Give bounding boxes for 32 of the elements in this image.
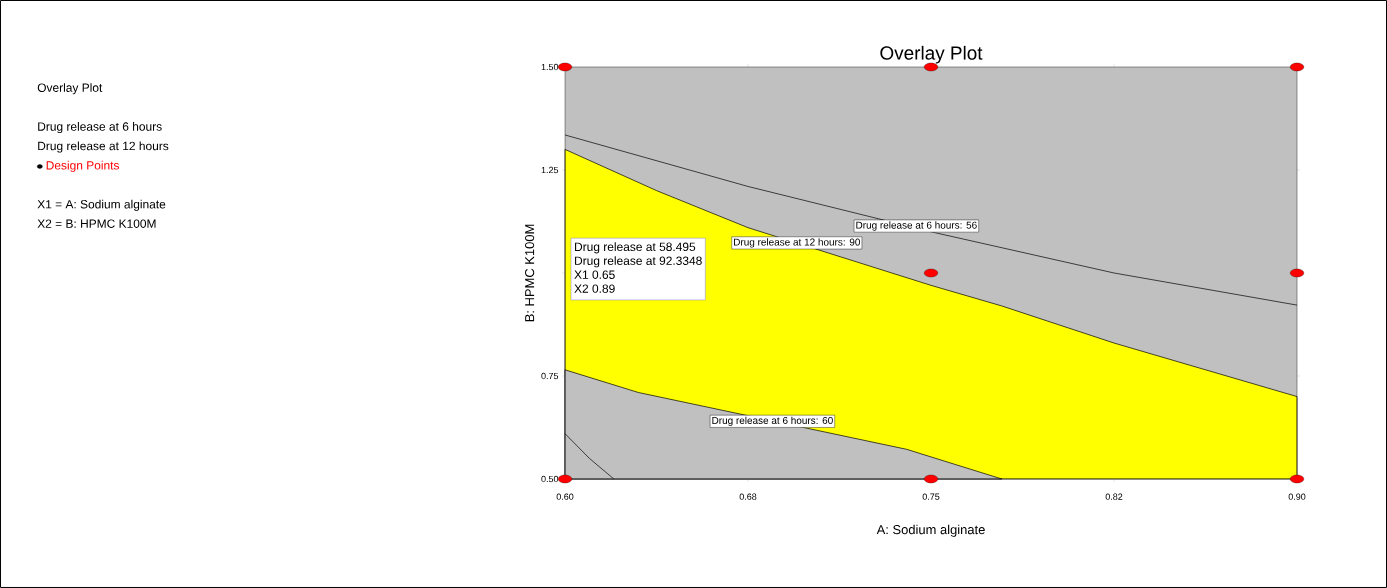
point bbox=[558, 474, 572, 484]
x-tick-label: 0.82 bbox=[1105, 493, 1123, 500]
annotation: X2 0.89 bbox=[574, 284, 615, 293]
text: Drug release at 12 hours bbox=[38, 141, 169, 153]
y-tick-label: 0.75 bbox=[541, 372, 559, 380]
annotation: Drug release at 12 hours: 90 bbox=[734, 238, 860, 248]
x-tick-label: 0.60 bbox=[556, 493, 574, 500]
point bbox=[924, 268, 938, 278]
x-tick-label: 0.68 bbox=[739, 493, 757, 500]
text: X2 = B: HPMC K100M bbox=[37, 219, 156, 228]
text: Drug release at 6 hours bbox=[38, 121, 162, 134]
annotation: X1 0.65 bbox=[574, 270, 615, 279]
text: X1 = A: Sodium alginate bbox=[37, 199, 166, 211]
x-tick-label: 0.90 bbox=[1288, 493, 1306, 500]
point bbox=[1290, 62, 1304, 72]
y-axis-title: B: HPMC K100M bbox=[525, 224, 535, 322]
y-tick-label: 0.50 bbox=[541, 475, 559, 483]
point bbox=[558, 62, 572, 72]
annotation: Drug release at 6 hours: 56 bbox=[856, 221, 977, 231]
y-tick-label: 1.25 bbox=[541, 166, 559, 174]
text: Design Points bbox=[46, 160, 120, 172]
x-axis-title: A: Sodium alginate bbox=[876, 524, 985, 537]
y-tick-label: 1.50 bbox=[541, 63, 559, 71]
chart-title: Overlay Plot bbox=[880, 45, 983, 64]
x-tick-label: 0.75 bbox=[922, 493, 940, 500]
annotation: Drug release at 6 hours: 60 bbox=[712, 416, 833, 426]
point bbox=[1290, 474, 1304, 484]
text: Overlay Plot bbox=[37, 83, 103, 95]
point bbox=[1290, 268, 1304, 278]
point bbox=[924, 474, 938, 484]
annotation: Drug release at 58.495 bbox=[575, 242, 696, 254]
annotation: Drug release at 92.3348 bbox=[575, 256, 702, 268]
